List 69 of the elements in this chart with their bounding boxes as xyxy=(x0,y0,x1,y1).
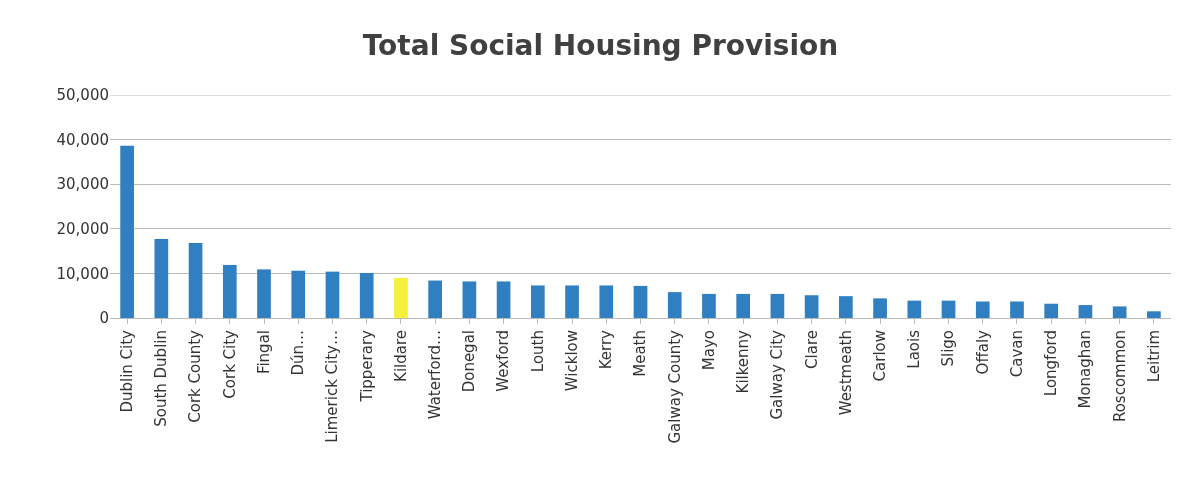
bar xyxy=(907,300,922,318)
bar xyxy=(496,281,511,318)
x-tick-label: Galway County xyxy=(665,329,684,444)
x-tick-label: Kilkenny xyxy=(734,329,753,394)
bar xyxy=(667,292,682,318)
bar xyxy=(1147,311,1161,318)
bar xyxy=(804,295,819,318)
bar xyxy=(1112,306,1127,318)
x-tick-label: Fingal xyxy=(254,330,273,375)
x-tick-label: Longford xyxy=(1042,330,1061,397)
chart-title: Total Social Housing Provision xyxy=(362,28,839,62)
x-tick-label: Waterford… xyxy=(426,330,445,420)
x-tick-label: Wicklow xyxy=(562,330,581,392)
x-tick-label: Meath xyxy=(631,330,650,377)
x-tick-label: Sligo xyxy=(939,330,958,367)
y-tick-label: 20,000 xyxy=(56,220,109,239)
x-tick-label: Mayo xyxy=(699,330,718,371)
y-tick-label: 0 xyxy=(99,309,109,328)
bar xyxy=(565,285,579,318)
x-tick-label: Dublin City xyxy=(117,329,136,413)
bar xyxy=(873,298,887,318)
bar xyxy=(257,269,271,318)
x-tick-label: Cork City xyxy=(220,329,239,399)
y-tick-label: 10,000 xyxy=(56,264,109,283)
bar xyxy=(633,285,648,318)
x-tick-label: Westmeath xyxy=(836,330,855,416)
bar xyxy=(839,296,853,318)
y-tick-label: 30,000 xyxy=(56,175,109,194)
x-tick-label: South Dublin xyxy=(152,330,171,427)
x-tick-label: Limerick City… xyxy=(323,330,342,443)
bar xyxy=(325,271,340,318)
x-tick-label: Roscommon xyxy=(1110,330,1129,423)
x-tick-label: Kildare xyxy=(391,330,410,382)
x-tick-label: Cork County xyxy=(186,329,205,423)
bar xyxy=(359,272,374,318)
x-tick-label: Leitrim xyxy=(1144,330,1163,383)
x-tick-label: Carlow xyxy=(870,330,889,382)
bar xyxy=(1078,305,1093,318)
bar xyxy=(1044,303,1059,318)
x-tick-label: Galway City xyxy=(768,329,787,420)
bar xyxy=(222,264,237,318)
bar xyxy=(291,270,306,318)
bar xyxy=(702,293,716,318)
x-tick-label: Laois xyxy=(905,329,924,369)
bar xyxy=(188,243,203,318)
bar xyxy=(1010,301,1024,318)
x-tick-label: Wexford xyxy=(494,330,513,392)
bar xyxy=(530,285,545,318)
bar xyxy=(154,239,169,318)
bar xyxy=(770,293,785,318)
x-tick-label: Cavan xyxy=(1007,330,1026,378)
x-tick-label: Dún… xyxy=(289,330,308,376)
x-tick-label: Tipperary xyxy=(357,329,376,403)
bar xyxy=(462,281,477,318)
x-tick-label: Louth xyxy=(528,330,547,373)
bar xyxy=(428,280,442,318)
x-tick-label: Offaly xyxy=(973,329,992,375)
x-tick-label: Clare xyxy=(802,330,821,369)
bar xyxy=(736,293,751,318)
bar xyxy=(941,300,956,318)
y-tick-label: 40,000 xyxy=(56,130,109,149)
bar xyxy=(599,285,614,318)
bar xyxy=(975,301,990,318)
x-tick-label: Donegal xyxy=(460,330,479,393)
y-tick-label: 50,000 xyxy=(56,86,109,105)
x-tick-label: Kerry xyxy=(597,329,616,370)
bar xyxy=(120,145,134,318)
x-tick-label: Monaghan xyxy=(1076,330,1095,409)
bar xyxy=(394,277,408,318)
